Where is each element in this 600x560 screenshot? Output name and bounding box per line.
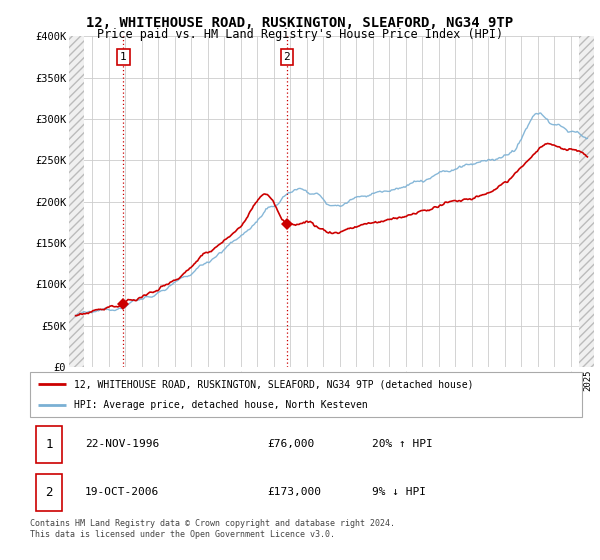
Text: 2: 2	[45, 486, 53, 498]
Text: 1: 1	[120, 52, 127, 62]
Text: £76,000: £76,000	[268, 439, 314, 449]
FancyBboxPatch shape	[35, 426, 62, 463]
Text: HPI: Average price, detached house, North Kesteven: HPI: Average price, detached house, Nort…	[74, 400, 368, 410]
Text: 1: 1	[45, 437, 53, 451]
Text: Price paid vs. HM Land Registry's House Price Index (HPI): Price paid vs. HM Land Registry's House …	[97, 28, 503, 41]
Text: 20% ↑ HPI: 20% ↑ HPI	[372, 439, 433, 449]
Text: 12, WHITEHOUSE ROAD, RUSKINGTON, SLEAFORD, NG34 9TP: 12, WHITEHOUSE ROAD, RUSKINGTON, SLEAFOR…	[86, 16, 514, 30]
Text: 19-OCT-2006: 19-OCT-2006	[85, 487, 160, 497]
Text: 9% ↓ HPI: 9% ↓ HPI	[372, 487, 426, 497]
Bar	[579, 36, 594, 367]
FancyBboxPatch shape	[35, 474, 62, 511]
Text: 2: 2	[284, 52, 290, 62]
Text: 22-NOV-1996: 22-NOV-1996	[85, 439, 160, 449]
Text: £173,000: £173,000	[268, 487, 322, 497]
Text: 12, WHITEHOUSE ROAD, RUSKINGTON, SLEAFORD, NG34 9TP (detached house): 12, WHITEHOUSE ROAD, RUSKINGTON, SLEAFOR…	[74, 380, 473, 390]
Text: Contains HM Land Registry data © Crown copyright and database right 2024.
This d: Contains HM Land Registry data © Crown c…	[30, 519, 395, 539]
Bar	[69, 36, 84, 367]
